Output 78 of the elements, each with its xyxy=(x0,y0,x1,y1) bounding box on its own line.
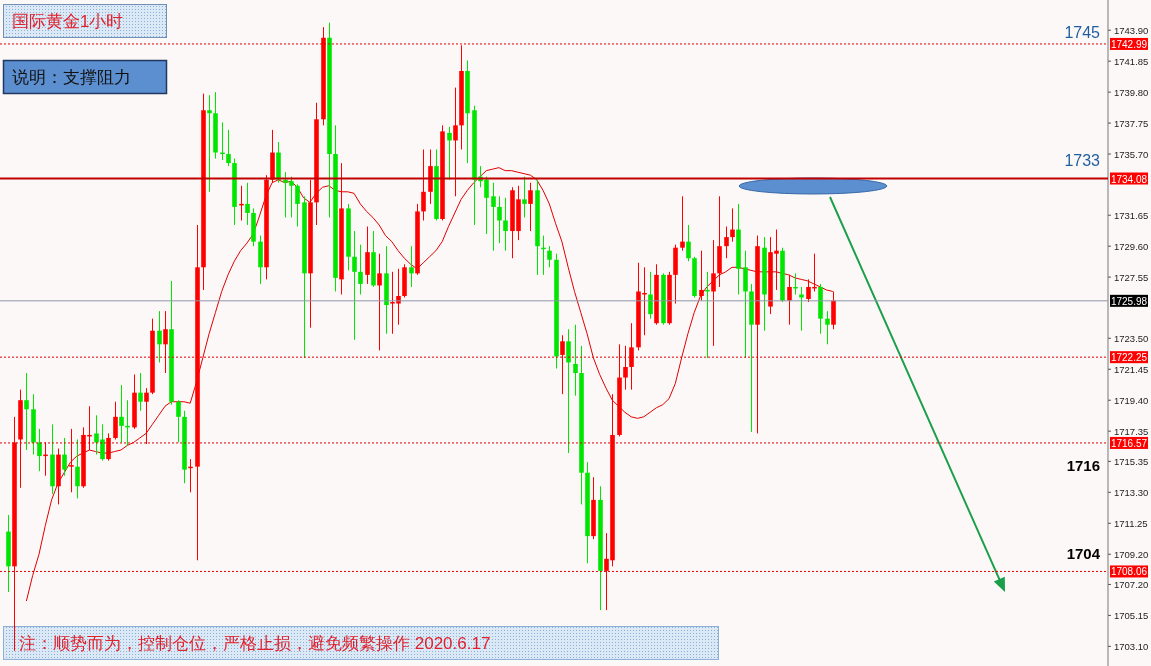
text: 1733 xyxy=(1064,152,1101,169)
ref-line-label: 1734.08 xyxy=(1110,173,1148,185)
candlestick xyxy=(623,345,628,391)
candlestick xyxy=(629,322,634,391)
candlestick xyxy=(113,401,118,440)
ref-line-label: 1722.25 xyxy=(1110,352,1148,364)
ref-line-label: 1708.06 xyxy=(1110,566,1148,578)
y-tick-label: 1723.50 xyxy=(1114,332,1149,344)
candlestick xyxy=(453,87,458,197)
candlestick xyxy=(566,328,571,454)
candlestick xyxy=(358,244,363,295)
y-tick-label: 1705.15 xyxy=(1114,609,1149,621)
ref-line-label: 1725.98 xyxy=(1110,295,1148,307)
candlestick xyxy=(295,183,300,228)
candlestick xyxy=(69,428,74,493)
y-tick-label: 1715.35 xyxy=(1114,455,1149,467)
candlestick xyxy=(497,195,502,244)
text: 1716 xyxy=(1066,457,1100,474)
y-tick-label: 1727.55 xyxy=(1114,271,1149,283)
candlestick xyxy=(648,271,653,320)
y-tick-label: 1717.35 xyxy=(1114,425,1149,437)
candlestick xyxy=(75,438,80,499)
candlestick xyxy=(119,384,124,443)
y-tick-label: 1711.25 xyxy=(1114,517,1148,529)
ref-line-label: 1716.57 xyxy=(1110,437,1148,449)
y-tick-label: 1739.80 xyxy=(1114,86,1149,98)
candlestick xyxy=(62,437,67,477)
candlestick xyxy=(699,250,704,302)
y-tick-label: 1703.10 xyxy=(1114,640,1149,652)
text: 1704 xyxy=(1066,545,1101,562)
candlestick xyxy=(352,230,357,341)
candlestick xyxy=(24,372,29,451)
candlestick xyxy=(409,245,414,288)
candlestick xyxy=(680,195,685,252)
y-tick-label: 1721.45 xyxy=(1114,363,1149,375)
text: 1745 xyxy=(1064,24,1101,41)
candlestick xyxy=(163,310,168,374)
candlestick xyxy=(686,224,691,262)
candlestick xyxy=(528,182,533,232)
candlestick xyxy=(106,432,111,462)
y-tick-label: 1743.90 xyxy=(1114,24,1149,36)
candlestick xyxy=(176,399,181,443)
y-tick-label: 1713.30 xyxy=(1114,486,1149,498)
candlestick xyxy=(799,286,804,332)
candlestick xyxy=(560,334,565,395)
candlestick xyxy=(522,176,527,218)
text: 说明：支撑阻力 xyxy=(12,68,131,87)
candlestick xyxy=(157,310,162,363)
y-tick-label: 1737.75 xyxy=(1114,117,1149,129)
candlestick xyxy=(547,245,552,268)
candlestick xyxy=(37,428,42,472)
annotation: 注：顺势而为，控制仓位，严格止损，避免频繁操作 2020.6.17 xyxy=(19,634,491,653)
candlestick xyxy=(421,149,426,221)
candlestick xyxy=(491,182,496,252)
candlestick xyxy=(724,226,729,259)
candlestick xyxy=(447,126,452,181)
y-tick-label: 1741.85 xyxy=(1114,55,1149,67)
y-tick-label: 1709.20 xyxy=(1114,548,1149,560)
candlestick xyxy=(144,387,149,445)
candlestick xyxy=(730,207,735,243)
candlestick xyxy=(377,253,382,351)
y-tick-label: 1731.65 xyxy=(1114,209,1149,221)
candlestick xyxy=(503,197,508,252)
candlestick xyxy=(365,226,370,285)
candlestick xyxy=(207,94,212,193)
y-tick-label: 1735.70 xyxy=(1114,148,1149,160)
ref-line-label: 1742.99 xyxy=(1110,38,1148,50)
candlestick xyxy=(245,182,250,226)
candlestick xyxy=(226,129,231,167)
y-tick-label: 1719.40 xyxy=(1114,394,1149,406)
text: 国际黄金1小时 xyxy=(12,12,124,31)
candlestick xyxy=(787,274,792,326)
y-tick-label: 1707.20 xyxy=(1114,578,1149,590)
candlestick xyxy=(825,310,830,345)
candlestick xyxy=(711,239,716,347)
y-tick-label: 1729.60 xyxy=(1114,240,1149,252)
candlestick xyxy=(573,324,578,397)
candlestick xyxy=(138,372,143,412)
